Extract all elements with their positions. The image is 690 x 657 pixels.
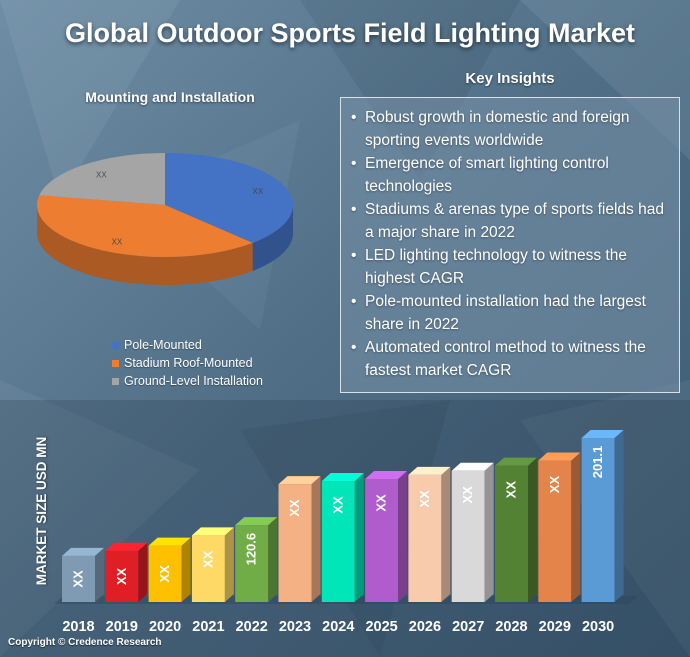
- legend-label: Stadium Roof-Mounted: [124, 356, 253, 370]
- insight-item: Pole-mounted installation had the larges…: [349, 290, 673, 336]
- pie-data-label: XX: [96, 171, 107, 180]
- insights-box: Robust growth in domestic and foreign sp…: [340, 97, 680, 393]
- pie-data-label: XX: [112, 238, 123, 247]
- legend-swatch: [112, 359, 119, 367]
- insight-item: Robust growth in domestic and foreign sp…: [349, 106, 673, 152]
- pie-sides: [37, 205, 293, 285]
- pie-chart-title: Mounting and Installation: [85, 89, 255, 105]
- pie-slice: [36, 195, 253, 257]
- insight-item: Automated control method to witness the …: [349, 336, 673, 382]
- pie-slice-side: [37, 205, 253, 285]
- page-title: Global Outdoor Sports Field Lighting Mar…: [65, 18, 635, 48]
- legend-label: Pole-Mounted: [124, 338, 202, 352]
- y-axis-label: MARKET SIZE USD MN: [34, 436, 49, 586]
- legend-label: Ground-Level Installation: [124, 374, 263, 388]
- legend-item-ground-level-installation: Ground-Level Installation: [112, 372, 263, 390]
- pie-slice: [165, 153, 294, 243]
- pie-chart: XX XX XX: [36, 153, 294, 285]
- legend-swatch: [112, 341, 119, 349]
- legend-item-pole-mounted: Pole-Mounted: [112, 336, 263, 354]
- pie-slice: [39, 153, 166, 205]
- pie-legend: Pole-Mounted Stadium Roof-Mounted Ground…: [112, 336, 263, 390]
- pie-data-label: XX: [252, 187, 263, 196]
- pie-tops: [36, 153, 294, 257]
- pie-slice-side: [252, 205, 293, 271]
- bar-chart-panel: [0, 400, 690, 657]
- insight-item: Emergence of smart lighting control tech…: [349, 152, 673, 198]
- legend-item-stadium-roof-mounted: Stadium Roof-Mounted: [112, 354, 263, 372]
- copyright-text: Copyright © Credence Research: [8, 637, 162, 648]
- pie-labels: XX XX XX: [96, 171, 264, 247]
- legend-swatch: [112, 377, 119, 385]
- insights-list: Robust growth in domestic and foreign sp…: [349, 106, 673, 382]
- insights-title: Key Insights: [465, 70, 555, 87]
- insight-item: LED lighting technology to witness the h…: [349, 244, 673, 290]
- insight-item: Stadiums & arenas type of sports fields …: [349, 198, 673, 244]
